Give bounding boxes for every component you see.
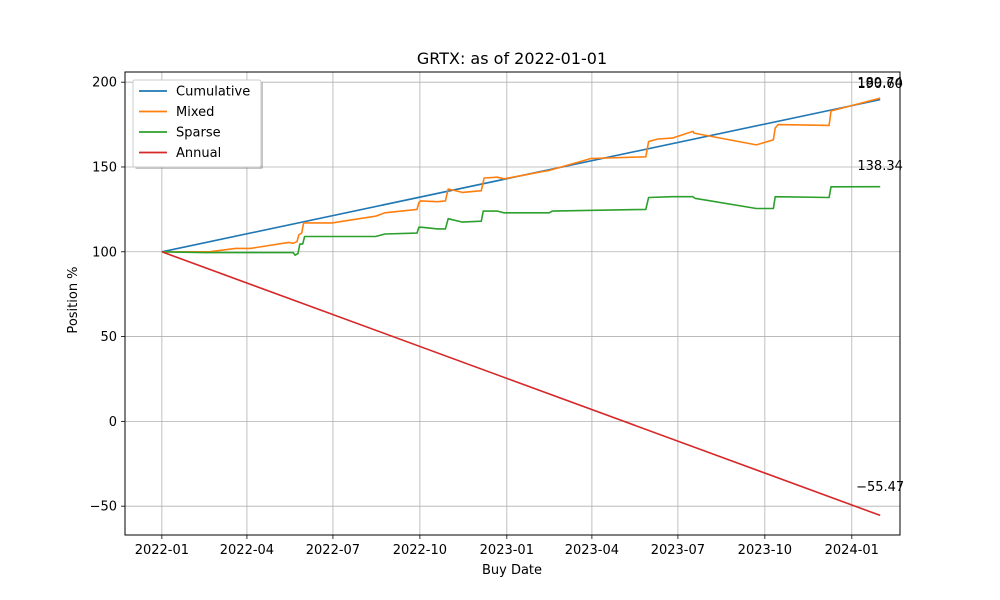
x-tick-label: 2023-04	[565, 543, 619, 558]
y-tick-label: −50	[90, 500, 117, 515]
x-tick-label: 2023-01	[480, 543, 534, 558]
y-tick-label: 150	[92, 160, 117, 175]
x-tick-label: 2024-01	[825, 543, 879, 558]
annotation-label: −55.47	[856, 480, 904, 495]
y-tick-label: 50	[100, 330, 117, 345]
x-tick-label: 2022-10	[393, 543, 447, 558]
annotation-label: 190.60	[857, 77, 903, 92]
x-tick-label: 2022-07	[306, 543, 360, 558]
legend: Cumulative Mixed Sparse Annual	[132, 79, 263, 169]
y-axis-ticks: −50 0 50 100 150 200	[90, 76, 125, 515]
x-tick-label: 2023-10	[738, 543, 792, 558]
y-tick-label: 0	[109, 415, 117, 430]
series-line-annual	[161, 251, 881, 517]
x-tick-label: 2023-07	[651, 543, 705, 558]
legend-entry: Sparse	[176, 126, 221, 141]
plot-frame	[124, 71, 901, 536]
legend-entry: Cumulative	[176, 85, 250, 100]
legend-entry: Mixed	[176, 105, 214, 120]
legend-box	[132, 79, 262, 168]
chart-title: GRTX: as of 2022-01-01	[417, 49, 607, 68]
legend-entry: Annual	[176, 146, 221, 161]
x-tick-label: 2022-01	[135, 543, 189, 558]
annotation-label: 138.34	[857, 159, 903, 174]
annotation-label: 189.74	[857, 76, 903, 91]
x-axis-ticks: 2022-01 2022-04 2022-07 2022-10 2023-01 2023-…	[135, 535, 879, 558]
x-tick-label: 2022-04	[220, 543, 274, 558]
series-lines	[161, 97, 881, 517]
grid	[125, 72, 900, 535]
series-line-mixed	[161, 97, 881, 253]
x-axis-label: Buy Date	[482, 563, 542, 578]
series-line-sparse	[161, 185, 881, 256]
y-tick-label: 100	[92, 245, 117, 260]
y-tick-label: 200	[92, 76, 117, 91]
y-axis-label: Position %	[66, 266, 81, 333]
